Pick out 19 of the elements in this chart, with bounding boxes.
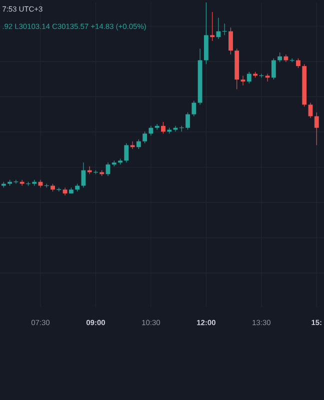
candlestick — [142, 131, 148, 144]
candlestick — [278, 52, 282, 62]
candlestick — [228, 27, 233, 55]
candlestick — [192, 100, 196, 117]
candlestick — [130, 141, 135, 150]
candlestick — [314, 112, 319, 146]
candlestick — [124, 142, 129, 163]
candlestick — [210, 12, 215, 42]
candlestick — [161, 122, 166, 134]
candlestick — [308, 102, 313, 118]
candlestick — [240, 75, 246, 86]
candlestick — [148, 126, 154, 136]
candlestick — [265, 73, 270, 82]
candlestick — [81, 162, 86, 188]
candlestick — [136, 139, 141, 150]
candlestick — [246, 72, 252, 84]
candlestick — [296, 58, 300, 68]
candlestick — [271, 58, 276, 80]
candlestick — [216, 17, 221, 40]
